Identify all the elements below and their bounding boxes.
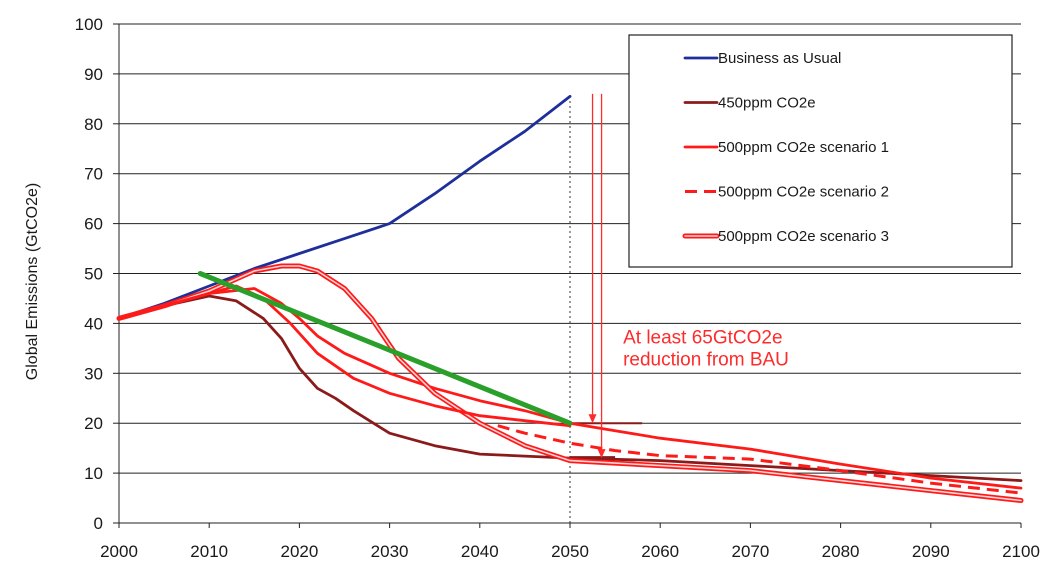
legend-label-1: 450ppm CO2e (718, 95, 816, 112)
y-tick-label-0: 0 (94, 514, 103, 533)
x-tick-label-2080: 2080 (822, 542, 860, 561)
y-tick-label-100: 100 (75, 15, 103, 34)
legend-box (628, 34, 1013, 268)
x-tick-label-2070: 2070 (731, 542, 769, 561)
series-lines (116, 95, 1024, 503)
series-line-500ppm-co2e-scenario-1 (117, 287, 1023, 490)
series-line-unlabeled-5 (117, 284, 572, 428)
y-tick-label-10: 10 (84, 464, 103, 483)
x-tick-label-2000: 2000 (100, 542, 138, 561)
annotation-line-0: At least 65GtCO2e (623, 327, 782, 348)
y-tick-label-90: 90 (84, 65, 103, 84)
series-line-business-as-usual (117, 95, 572, 320)
y-tick-label-70: 70 (84, 165, 103, 184)
y-tick-label-50: 50 (84, 265, 103, 284)
legend-label-0: Business as Usual (718, 50, 841, 67)
y-tick-label-30: 30 (84, 364, 103, 383)
y-tick-label-40: 40 (84, 314, 103, 333)
series-line-unlabeled-6 (197, 271, 573, 426)
x-tick-label-2050: 2050 (551, 542, 589, 561)
x-tick-label-2100: 2100 (1002, 542, 1040, 561)
x-tick-label-2040: 2040 (461, 542, 499, 561)
series-line-500ppm-co2e-scenario-3-inner (118, 265, 1022, 502)
legend-label-2: 500ppm CO2e scenario 1 (718, 139, 889, 156)
y-tick-label-60: 60 (84, 215, 103, 234)
x-tick-label-2010: 2010 (190, 542, 228, 561)
arrow-head-1 (597, 449, 606, 459)
x-tick-label-2090: 2090 (912, 542, 950, 561)
y-tick-label-20: 20 (84, 414, 103, 433)
x-tick-label-2060: 2060 (641, 542, 679, 561)
legend-label-4: 500ppm CO2e scenario 3 (718, 228, 889, 245)
reduction-arrows (588, 93, 606, 459)
legend: Business as Usual 450ppm CO2e 500ppm CO2e … (628, 34, 1013, 268)
y-axis-label: Global Emissions (GtCO2e) (24, 183, 41, 380)
arrow-head-0 (588, 414, 597, 424)
series-line-450ppm-co2e (117, 294, 1023, 482)
x-tick-label-2030: 2030 (371, 542, 409, 561)
y-tick-label-80: 80 (84, 115, 103, 134)
series-line-500ppm-co2e-scenario-2 (497, 424, 1022, 495)
annotation-line-1: reduction from BAU (623, 349, 789, 370)
x-tick-label-2020: 2020 (280, 542, 318, 561)
legend-label-3: 500ppm CO2e scenario 2 (718, 184, 889, 201)
